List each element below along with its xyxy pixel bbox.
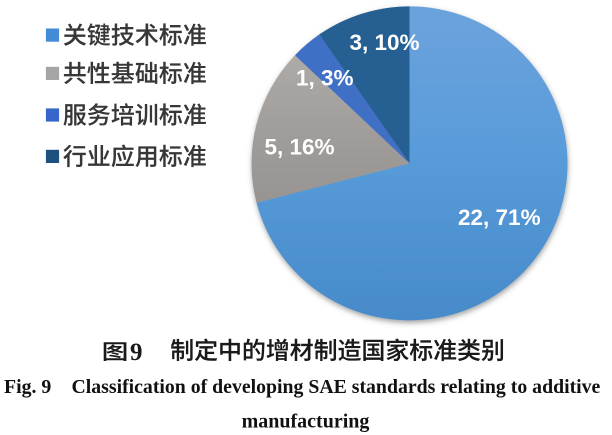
svg-text:Classification of developing S: Classification of developing SAE standar… <box>72 376 601 398</box>
svg-text:22, 71%: 22, 71% <box>458 205 541 230</box>
svg-text:1, 3%: 1, 3% <box>296 65 354 90</box>
svg-text:3, 10%: 3, 10% <box>349 30 419 55</box>
svg-text:5, 16%: 5, 16% <box>264 134 334 159</box>
svg-text:Fig. 9: Fig. 9 <box>4 376 51 398</box>
svg-text:9: 9 <box>130 339 143 366</box>
svg-text:manufacturing: manufacturing <box>242 411 370 433</box>
